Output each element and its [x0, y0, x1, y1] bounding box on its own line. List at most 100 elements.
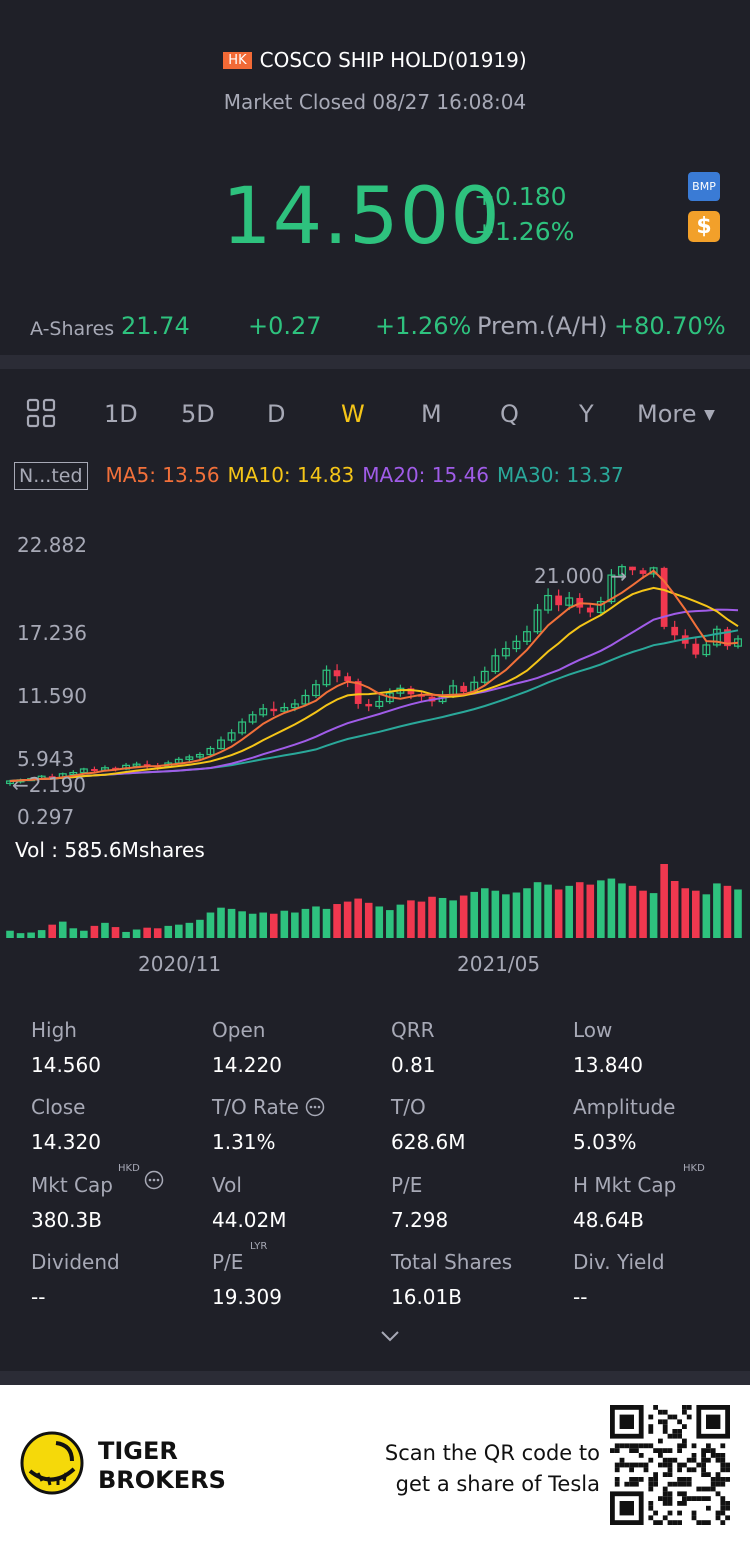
volume-bar — [502, 894, 510, 938]
stat-label: Open — [212, 1018, 266, 1042]
candle — [375, 700, 384, 707]
ma5-value: MA5: 13.56 — [105, 463, 220, 487]
candle — [407, 688, 415, 695]
candle — [639, 570, 647, 574]
volume-bar — [396, 904, 405, 938]
volume-bar — [597, 880, 605, 938]
volume-bar — [111, 927, 120, 938]
volume-bar — [554, 889, 563, 938]
bmp-icon[interactable]: BMP — [688, 172, 720, 201]
volume-bar — [101, 922, 109, 938]
tab-1d[interactable]: 1D — [104, 400, 138, 428]
candle — [48, 776, 56, 779]
tab-d[interactable]: D — [267, 400, 286, 428]
candle — [671, 626, 679, 636]
ma-indicator-row: N...ted MA5: 13.56 MA10: 14.83 MA20: 15.46 M… — [14, 462, 624, 490]
candle — [238, 721, 247, 734]
stat-value: 14.560 — [31, 1053, 101, 1077]
candle — [185, 756, 194, 760]
candle — [565, 597, 574, 606]
volume-bar — [122, 931, 130, 938]
candle — [301, 694, 310, 705]
y-tick-label: 11.590 — [17, 684, 87, 708]
stat-label: P/E — [391, 1173, 423, 1197]
volume-bar — [196, 919, 204, 938]
stat-label: P/E — [212, 1250, 244, 1274]
volume-bar — [364, 902, 373, 938]
info-icon[interactable] — [144, 1170, 164, 1194]
stat-label: Vol — [212, 1173, 242, 1197]
volume-bar — [375, 906, 384, 938]
dollar-icon[interactable]: $ — [688, 211, 720, 242]
tab-q[interactable]: Q — [500, 400, 519, 428]
candle — [480, 670, 489, 683]
volume-bar — [248, 913, 257, 938]
more-label: More — [637, 400, 697, 428]
volume-bar — [407, 900, 415, 938]
volume-bar — [470, 891, 479, 938]
brand-line-2: BROKERS — [98, 1466, 226, 1494]
grid-icon[interactable] — [26, 398, 56, 434]
ashares-change-percent: +1.26% — [375, 312, 472, 340]
premium-value: +80.70% — [614, 312, 726, 340]
price-change-percent: +1.26% — [474, 217, 575, 246]
expand-chevron-icon[interactable] — [379, 1328, 401, 1347]
tab-w[interactable]: W — [341, 400, 365, 428]
stat-value: 16.01B — [391, 1285, 462, 1309]
candle — [290, 703, 299, 709]
stat-label: Dividend — [31, 1250, 120, 1274]
volume-bar — [27, 932, 35, 938]
candle — [270, 708, 278, 712]
volume-chart[interactable] — [0, 860, 750, 942]
volume-label: Vol : 585.6Mshares — [15, 838, 205, 862]
volume-bar — [544, 884, 552, 938]
volume-bar — [175, 924, 183, 938]
volume-bar — [227, 908, 236, 938]
x-tick-label: 2020/11 — [138, 952, 222, 976]
tab-more[interactable]: More ▼ — [637, 400, 715, 428]
ma30-line — [9, 629, 739, 782]
candle — [555, 595, 563, 606]
volume-bar — [449, 900, 457, 938]
currency-superscript: HKD — [683, 1163, 705, 1174]
volume-bar — [206, 912, 215, 938]
volume-bar — [90, 925, 99, 938]
stat-label: QRR — [391, 1018, 435, 1042]
candle — [322, 669, 331, 686]
volume-bar — [702, 894, 711, 938]
stat-value: 19.309 — [212, 1285, 282, 1309]
candle — [649, 567, 658, 575]
tab-5d[interactable]: 5D — [181, 400, 215, 428]
ashares-change: +0.27 — [248, 312, 322, 340]
candle — [607, 574, 616, 603]
volume-bar — [217, 907, 225, 938]
volume-bar — [37, 930, 46, 938]
volume-bar — [143, 927, 151, 938]
candle — [259, 708, 268, 716]
candle — [91, 768, 98, 771]
volume-bar — [628, 885, 637, 938]
tab-y[interactable]: Y — [579, 400, 594, 428]
stat-label: Low — [573, 1018, 613, 1042]
ma20-line — [9, 608, 739, 782]
candle — [6, 780, 14, 785]
tab-m[interactable]: M — [421, 400, 442, 428]
volume-bar — [681, 888, 690, 938]
brand-line-1: TIGER — [98, 1437, 178, 1465]
volume-bar — [343, 901, 352, 938]
volume-bar — [428, 896, 436, 938]
candle — [617, 566, 626, 576]
info-icon[interactable] — [305, 1097, 325, 1121]
candle — [501, 647, 510, 657]
qr-code-icon[interactable] — [610, 1405, 730, 1529]
candle — [702, 644, 711, 656]
ashares-row[interactable]: A-Shares 21.74 +0.27 +1.26% Prem.(A/H) +… — [0, 312, 750, 352]
stat-label: High — [31, 1018, 77, 1042]
volume-bar — [575, 882, 584, 938]
stat-value: 13.840 — [573, 1053, 643, 1077]
price-chart[interactable]: 21.000 → ←2.190 — [0, 520, 750, 830]
ashares-price: 21.74 — [121, 312, 190, 340]
indicator-selector[interactable]: N...ted — [14, 462, 88, 490]
caret-down-icon: ▼ — [704, 407, 715, 423]
stat-label: Close — [31, 1095, 86, 1119]
